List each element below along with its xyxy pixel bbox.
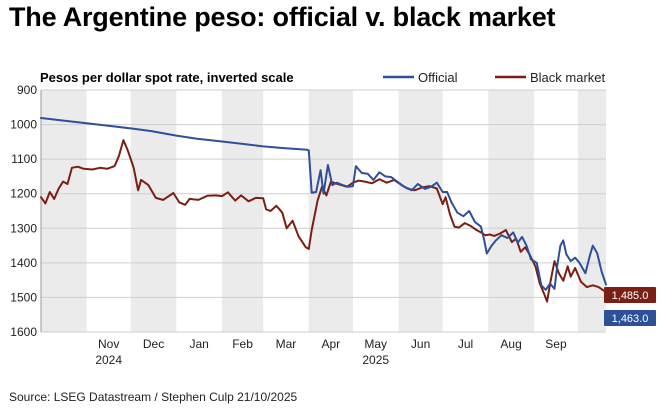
y-tick-label: 1100: [11, 152, 37, 166]
x-tick-label: Apr: [322, 337, 341, 351]
end-label-text: 1,485.0: [612, 290, 649, 302]
end-label-official: 1,463.0: [604, 310, 656, 326]
legend-label-black-market: Black market: [530, 70, 606, 85]
y-tick-label: 1400: [10, 256, 37, 270]
end-label-box: [604, 310, 656, 326]
x-tick-label: Jan: [189, 337, 208, 351]
shaded-band: [221, 90, 264, 332]
end-value-labels: 1,485.0 1,463.0: [604, 287, 656, 326]
series-lines: [40, 117, 607, 303]
y-tick-label: 1500: [10, 290, 37, 304]
x-tick-label: May: [364, 337, 387, 351]
legend-label-official: Official: [418, 70, 458, 85]
gridlines: [40, 89, 606, 333]
chart-title: The Argentine peso: official v. black ma…: [9, 2, 556, 32]
x-tick-label: Feb: [232, 337, 253, 351]
legend: Official Black market: [383, 70, 606, 85]
end-label-black-market: 1,485.0: [604, 287, 656, 303]
y-tick-label: 1300: [10, 221, 37, 235]
x-tick-label: Nov: [98, 337, 119, 351]
y-axis: 900 1000 1100 1200 1300 1400 1500 1600: [10, 83, 37, 339]
x-tick-label: Dec: [143, 337, 164, 351]
y-tick-label: 1000: [10, 118, 37, 132]
shaded-band: [488, 90, 534, 332]
series-line-black-market: [40, 139, 607, 303]
x-tick-label: Jun: [411, 337, 430, 351]
shaded-month-bands: [41, 90, 606, 332]
chart: Pesos per dollar spot rate, inverted sca…: [10, 70, 656, 367]
x-year-label: 2024: [95, 353, 122, 367]
x-tick-label: Jul: [458, 337, 473, 351]
shaded-band: [130, 90, 177, 332]
y-tick-label: 1600: [10, 325, 37, 339]
x-tick-label: Sep: [545, 337, 567, 351]
shaded-band: [398, 90, 443, 332]
end-label-box: [604, 287, 656, 303]
shaded-band: [578, 90, 606, 332]
end-label-text: 1,463.0: [612, 313, 649, 325]
x-tick-label: Mar: [276, 337, 297, 351]
x-axis: Nov Dec Jan Feb Mar Apr May Jun Jul Aug Sep 2024 202…: [95, 337, 567, 367]
x-year-label: 2025: [362, 353, 389, 367]
series-line-official: [40, 117, 607, 291]
chart-subtitle: Pesos per dollar spot rate, inverted sca…: [40, 70, 294, 85]
source-note: Source: LSEG Datastream / Stephen Culp 2…: [9, 390, 298, 404]
y-tick-label: 1200: [10, 187, 37, 201]
shaded-band: [41, 90, 87, 332]
y-tick-label: 900: [17, 83, 37, 97]
x-tick-label: Aug: [500, 337, 521, 351]
